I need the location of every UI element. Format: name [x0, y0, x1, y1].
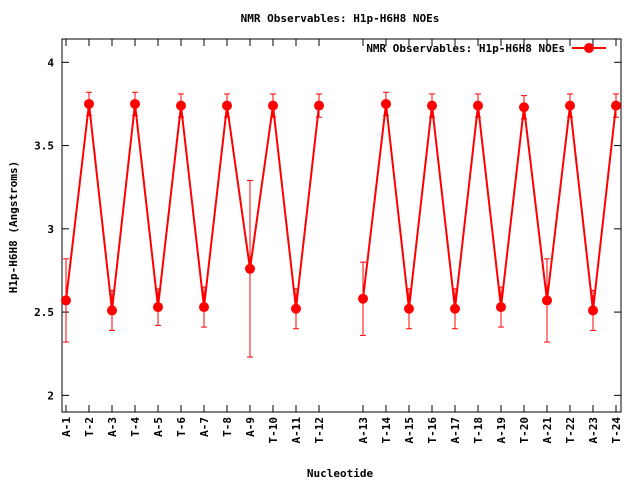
series-line [65, 103, 320, 311]
x-tick-label: A-11 [290, 417, 303, 444]
chart-title: NMR Observables: H1p-H6H8 NOEs [241, 12, 440, 25]
x-tick-label: A-23 [587, 417, 600, 444]
data-point [314, 100, 324, 111]
data-point [473, 100, 483, 111]
x-tick-label: A-3 [106, 417, 119, 437]
x-tick-label: T-6 [175, 417, 188, 437]
x-tick-label: A-13 [357, 417, 370, 444]
data-point [291, 303, 301, 314]
legend-label: NMR Observables: H1p-H6H8 NOEs [366, 42, 565, 55]
x-tick-label: T-20 [518, 417, 531, 444]
x-tick-label: A-9 [244, 417, 257, 437]
data-point [381, 98, 391, 109]
data-point [565, 100, 575, 111]
x-tick-label: T-10 [267, 417, 280, 444]
plot-frame [61, 38, 622, 413]
x-tick-label: A-17 [449, 417, 462, 444]
data-point [358, 293, 368, 304]
data-point [245, 263, 255, 274]
y-tick-label: 2 [47, 389, 54, 402]
y-tick-label: 3 [47, 223, 54, 236]
data-point [84, 98, 94, 109]
data-point [61, 295, 71, 306]
series-line [362, 103, 617, 311]
x-tick-label: A-5 [152, 417, 165, 437]
data-point [450, 303, 460, 314]
data-point [153, 302, 163, 313]
data-point [222, 100, 232, 111]
data-point [268, 100, 278, 111]
x-tick-label: T-24 [610, 417, 623, 444]
x-tick-label: T-16 [426, 417, 439, 444]
y-tick-label: 3.5 [34, 140, 54, 153]
x-tick-label: T-22 [564, 417, 577, 444]
x-axis-label: Nucleotide [307, 467, 374, 480]
plot-area: 2 2.5 3 3.5 4 A-1 T-2 A-3 T-4 A-5 T-6 A-7 T-8 A-9 T-10… [34, 39, 623, 444]
x-tick-label: A-1 [60, 417, 73, 437]
data-point [199, 302, 209, 313]
x-tick-label: A-19 [495, 417, 508, 444]
x-tick-label: A-15 [403, 417, 416, 444]
y-axis-label: H1p-H6H8 (Angstroms) [7, 161, 20, 293]
x-tick-label: T-18 [472, 417, 485, 444]
data-point [404, 303, 414, 314]
y-tick-label: 4 [47, 56, 54, 69]
data-point [588, 305, 598, 316]
x-tick-label: T-2 [83, 417, 96, 437]
legend-marker-swatch [584, 43, 594, 53]
data-point [611, 100, 621, 111]
x-tick-label: T-8 [221, 417, 234, 437]
y-tick-label: 2.5 [34, 306, 54, 319]
data-point [427, 100, 437, 111]
data-point [542, 295, 552, 306]
data-point [176, 100, 186, 111]
x-tick-label: T-14 [380, 417, 393, 444]
x-tick-label: T-4 [129, 417, 142, 437]
data-point [107, 305, 117, 316]
x-tick-label: A-21 [541, 417, 554, 444]
data-point [496, 302, 506, 313]
data-point [519, 102, 529, 113]
x-tick-label: T-12 [313, 417, 326, 444]
x-tick-label: A-7 [198, 417, 211, 437]
data-point [130, 98, 140, 109]
legend: NMR Observables: H1p-H6H8 NOEs [366, 42, 606, 55]
